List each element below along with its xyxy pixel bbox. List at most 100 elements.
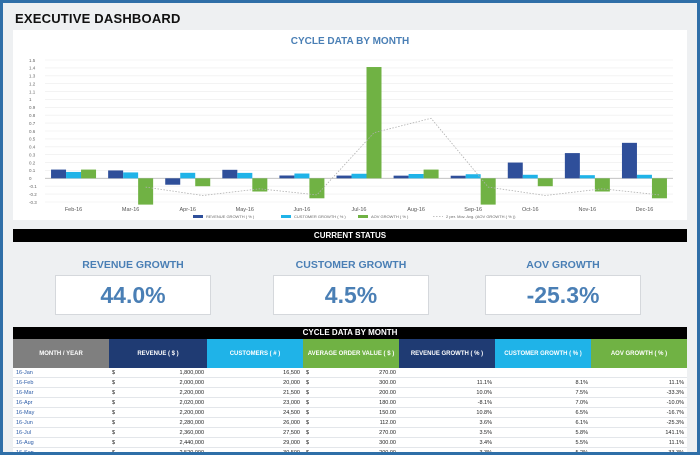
cell-customer-growth: 6.5% <box>495 407 591 418</box>
currency-symbol: $ <box>306 419 310 426</box>
y-tick-label: -0.2 <box>29 192 37 197</box>
cell-customers: 24,500 <box>207 407 303 418</box>
y-tick-label: 1.1 <box>29 89 36 94</box>
cell-revenue: $2,280,000 <box>109 417 207 428</box>
y-tick-label: 1.4 <box>29 66 36 71</box>
bar-aov-3 <box>252 178 268 192</box>
y-tick-label: 0.3 <box>29 152 36 157</box>
cell-revenue-value: 2,360,000 <box>179 429 204 436</box>
bar-customer-4 <box>294 173 310 179</box>
y-tick-label: 0.4 <box>29 145 36 150</box>
bar-aov-4 <box>309 178 325 199</box>
x-tick-label: May-16 <box>236 207 254 213</box>
cell-aov: $200.00 <box>303 387 399 398</box>
bar-revenue-7 <box>450 175 466 179</box>
bar-aov-1 <box>138 178 154 205</box>
bar-customer-0 <box>66 171 82 179</box>
x-tick-label: Nov-16 <box>578 207 596 213</box>
bar-aov-10 <box>651 178 667 199</box>
cell-revenue-value: 2,440,000 <box>179 439 204 446</box>
currency-symbol: $ <box>306 439 310 446</box>
currency-symbol: $ <box>112 419 116 426</box>
cell-aov-growth: -10.0% <box>591 397 687 408</box>
bar-customer-8 <box>522 174 538 179</box>
bar-revenue-1 <box>108 170 124 179</box>
col-header-aov-growth: AOV GROWTH ( % ) <box>591 339 687 368</box>
table-row: 16-Mar $2,200,000 21,500 $200.00 10.0% 7.5% -3… <box>13 387 687 398</box>
cell-revenue-growth: 3.5% <box>399 427 495 438</box>
bar-revenue-6 <box>393 175 409 179</box>
cell-aov-growth: 11.1% <box>591 377 687 388</box>
bar-customer-3 <box>237 172 253 179</box>
bar-customer-7 <box>465 174 481 179</box>
table-row: 16-Jun $2,280,000 26,000 $112.00 3.6% 6.1% -25… <box>13 417 687 428</box>
col-header-customer-growth: CUSTOMER GROWTH ( % ) <box>495 339 591 368</box>
currency-symbol: $ <box>112 449 116 455</box>
cell-aov: $300.00 <box>303 377 399 388</box>
cell-revenue-value: 2,280,000 <box>179 419 204 426</box>
cell-aov-growth: -33.3% <box>591 447 687 452</box>
col-header-revenue: REVENUE ( $ ) <box>109 339 207 368</box>
bar-aov-2 <box>195 178 211 187</box>
bar-aov-8 <box>537 178 553 187</box>
cell-aov-value: 270.00 <box>379 369 396 376</box>
cell-aov-value: 300.00 <box>379 439 396 446</box>
cell-aov-value: 150.00 <box>379 409 396 416</box>
table-row: 16-May $2,200,000 24,500 $150.00 10.8% 6.5% -1… <box>13 407 687 418</box>
chart-title: CYCLE DATA BY MONTH <box>291 36 410 47</box>
cell-revenue: $2,200,000 <box>109 387 207 398</box>
cell-month: 16-Apr <box>13 397 109 408</box>
bar-revenue-3 <box>222 169 238 179</box>
y-tick-label: 0.7 <box>29 121 36 126</box>
cell-revenue-value: 2,520,000 <box>179 449 204 455</box>
legend-label: REVENUE GROWTH ( % ) <box>206 214 255 219</box>
cell-customer-growth: 7.5% <box>495 387 591 398</box>
cell-month: 16-Aug <box>13 437 109 448</box>
cell-revenue: $2,520,000 <box>109 447 207 455</box>
legend-swatch-customer <box>281 215 291 218</box>
cell-month: 16-Jan <box>13 368 109 378</box>
x-tick-label: Aug-16 <box>407 207 425 213</box>
cell-customer-growth: 8.1% <box>495 377 591 388</box>
bar-customer-10 <box>636 174 652 179</box>
col-header-revenue-growth: REVENUE GROWTH ( % ) <box>399 339 495 368</box>
cell-customers: 26,000 <box>207 417 303 428</box>
y-tick-label: 0 <box>29 176 32 181</box>
currency-symbol: $ <box>112 369 116 376</box>
y-tick-label: 0.5 <box>29 137 36 142</box>
currency-symbol: $ <box>306 399 310 406</box>
table-title-bar: CYCLE DATA BY MONTH <box>13 327 687 339</box>
cell-aov: $180.00 <box>303 397 399 408</box>
legend-swatch-revenue <box>193 215 203 218</box>
currency-symbol: $ <box>112 389 116 396</box>
cell-revenue-growth: 3.4% <box>399 437 495 448</box>
table-row: 16-Jul $2,360,000 27,500 $270.00 3.5% 5.8% 141… <box>13 427 687 438</box>
moving-average-line <box>145 117 660 196</box>
legend-label: 2 per. Mov. Avg. (AOV GROWTH ( % )) <box>446 214 516 219</box>
cell-aov-value: 270.00 <box>379 429 396 436</box>
cell-revenue-growth: 3.3% <box>399 447 495 452</box>
cell-customers: 21,500 <box>207 387 303 398</box>
col-header-aov: AVERAGE ORDER VALUE ( $ ) <box>303 339 399 368</box>
currency-symbol: $ <box>306 369 310 376</box>
legend-label: AOV GROWTH ( % ) <box>371 214 409 219</box>
bar-revenue-10 <box>621 142 637 179</box>
cell-revenue: $2,000,000 <box>109 377 207 388</box>
cell-aov-growth: -25.3% <box>591 417 687 428</box>
currency-symbol: $ <box>306 379 310 386</box>
cell-aov-growth: 141.1% <box>591 427 687 438</box>
cell-revenue: $2,360,000 <box>109 427 207 438</box>
cell-aov: $300.00 <box>303 437 399 448</box>
cell-aov-value: 200.00 <box>379 449 396 455</box>
cell-revenue-growth <box>399 368 495 378</box>
cell-aov: $270.00 <box>303 368 399 378</box>
col-header-customers: CUSTOMERS ( # ) <box>207 339 303 368</box>
kpi-revenue-label: REVENUE GROWTH <box>82 259 184 271</box>
cell-customers: 23,000 <box>207 397 303 408</box>
bar-aov-0 <box>81 169 97 179</box>
y-tick-label: 1.3 <box>29 74 36 79</box>
bar-revenue-8 <box>507 162 523 179</box>
cell-revenue: $1,800,000 <box>109 368 207 378</box>
bar-revenue-0 <box>51 169 67 179</box>
